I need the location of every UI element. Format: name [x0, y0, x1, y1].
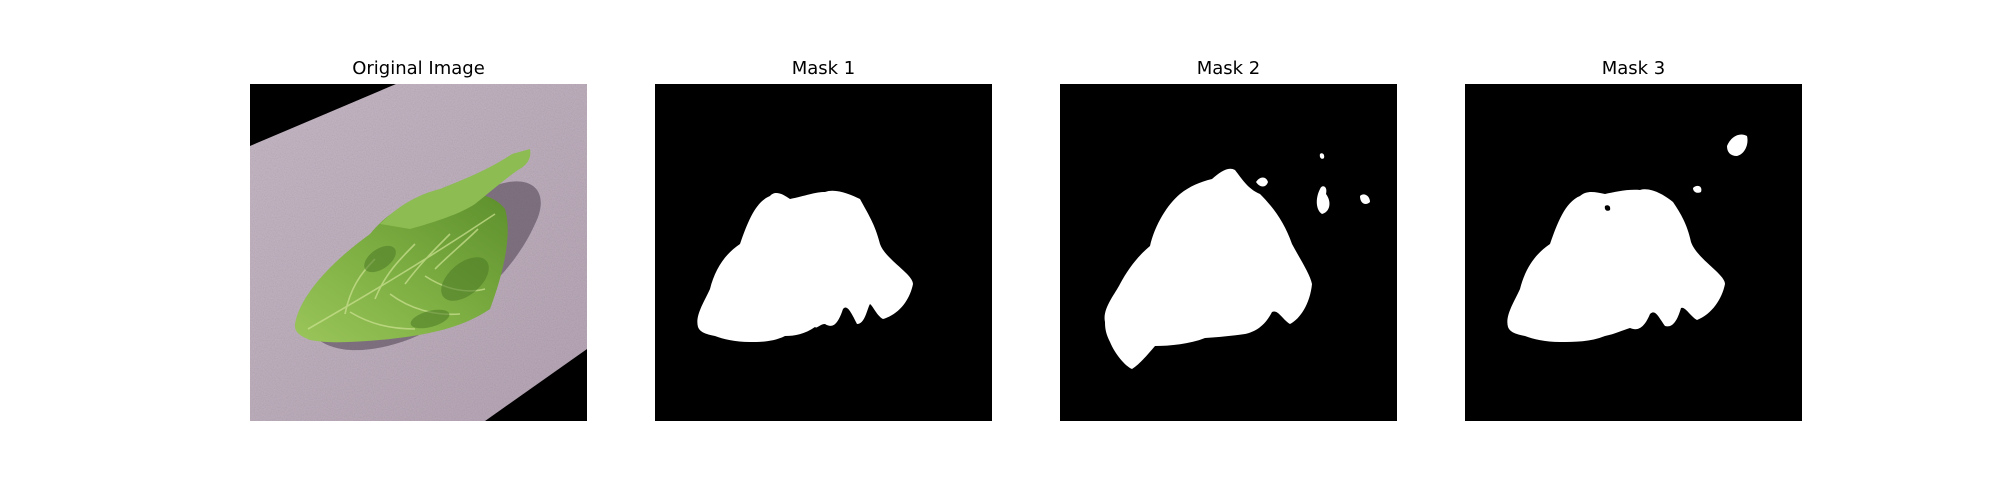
- panel-mask-1: Mask 1: [655, 0, 992, 500]
- mask-region: [1507, 189, 1725, 342]
- panel-original-image: Original Image: [250, 0, 587, 500]
- mask-speck: [1727, 134, 1748, 156]
- panel-title: Mask 2: [1196, 58, 1261, 79]
- leaf-tip: [380, 149, 531, 229]
- mask-speck: [1256, 177, 1268, 187]
- panel-title: Original Image: [352, 58, 485, 79]
- mask-hole: [1604, 205, 1611, 211]
- mask-speck: [1316, 186, 1330, 214]
- mask-speck: [1360, 194, 1370, 204]
- panel-mask-3: Mask 3: [1465, 0, 1802, 500]
- mask-region: [1104, 168, 1312, 369]
- mask-3-image: [1465, 84, 1802, 421]
- mask-1-image: [655, 84, 992, 421]
- panel-mask-2: Mask 2: [1060, 0, 1397, 500]
- mask-speck: [1319, 153, 1325, 159]
- panel-title: Mask 1: [791, 58, 856, 79]
- mask-2-image: [1060, 84, 1397, 421]
- mask-speck: [1693, 185, 1702, 193]
- original-leaf-photo: [250, 84, 587, 421]
- mask-region: [697, 190, 913, 342]
- panel-title: Mask 3: [1601, 58, 1666, 79]
- leaf-dark-patches: [364, 245, 489, 329]
